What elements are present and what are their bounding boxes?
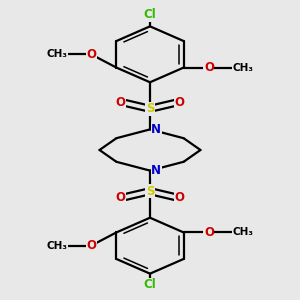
Text: O: O: [116, 96, 126, 110]
Text: CH₃: CH₃: [232, 63, 253, 73]
Text: Cl: Cl: [144, 278, 156, 291]
Text: N: N: [151, 164, 161, 177]
Text: S: S: [146, 185, 154, 198]
Text: CH₃: CH₃: [47, 241, 68, 251]
Text: O: O: [204, 226, 214, 239]
Text: Cl: Cl: [144, 8, 156, 21]
Text: O: O: [86, 239, 96, 252]
Text: CH₃: CH₃: [47, 49, 68, 59]
Text: O: O: [204, 61, 214, 74]
Text: N: N: [151, 123, 161, 136]
Text: O: O: [116, 190, 126, 204]
Text: S: S: [146, 102, 154, 115]
Text: O: O: [174, 190, 184, 204]
Text: CH₃: CH₃: [232, 227, 253, 237]
Text: O: O: [174, 96, 184, 110]
Text: O: O: [86, 48, 96, 61]
